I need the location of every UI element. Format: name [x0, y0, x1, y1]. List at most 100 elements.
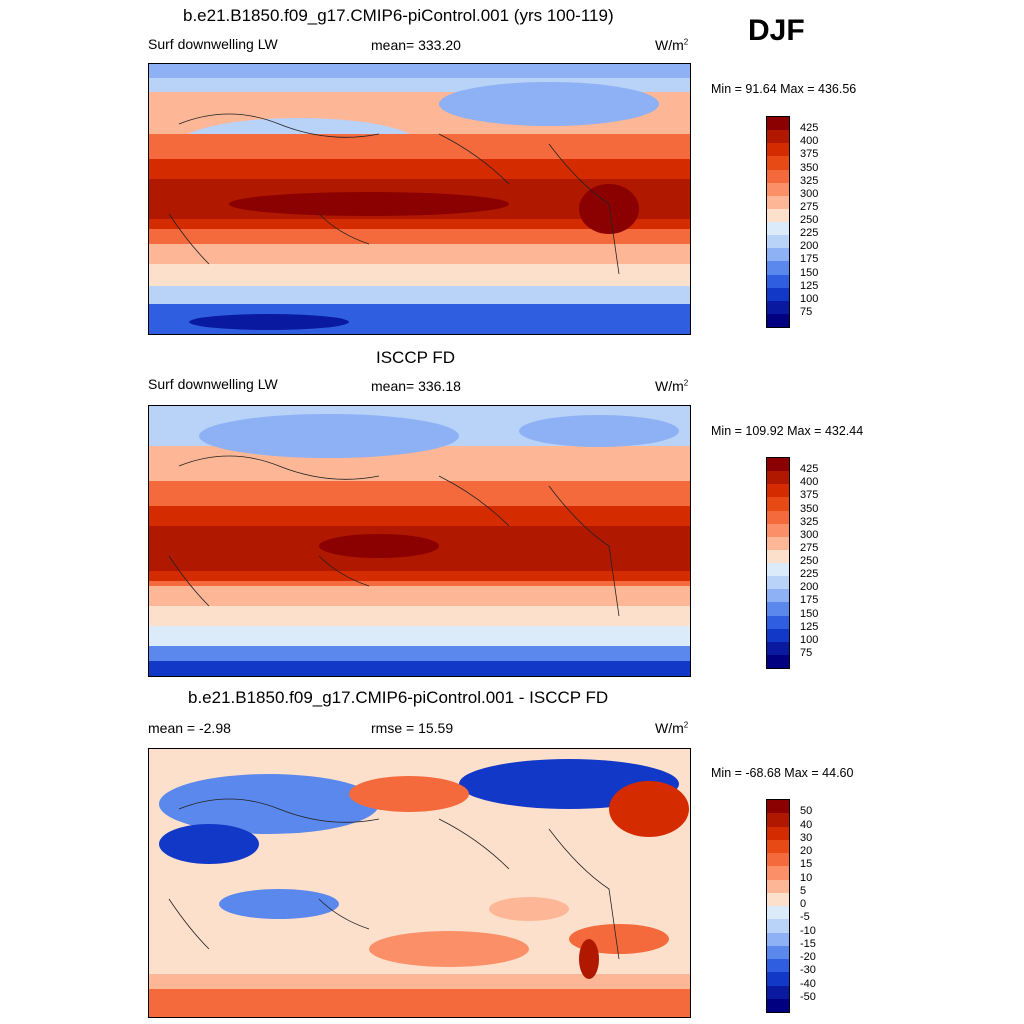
colorbar-tick-label: 5	[800, 884, 807, 897]
panel-3-map-field	[149, 749, 690, 1017]
colorbar-tick-label: 75	[800, 646, 813, 659]
colorbar-swatch	[767, 510, 789, 524]
colorbar-swatch	[767, 985, 789, 999]
colorbar-swatch	[767, 208, 789, 222]
colorbar-tick-label: -10	[800, 924, 816, 937]
colorbar-swatch	[767, 169, 789, 183]
colorbar-tick-label: 200	[800, 240, 819, 253]
colorbar-swatch	[767, 972, 789, 986]
colorbar-swatch	[767, 919, 789, 933]
panel-2-title: ISCCP FD	[376, 348, 456, 367]
colorbar-swatch	[767, 549, 789, 563]
colorbar-tick-label: 15	[800, 858, 813, 871]
colorbar-tick-label: 350	[800, 161, 819, 174]
colorbar-swatch	[767, 182, 789, 196]
colorbar-swatch	[767, 287, 789, 301]
panel-1-units: W/m2	[655, 37, 689, 53]
colorbar-swatch	[767, 222, 789, 236]
colorbar-tick-label: 50	[800, 805, 813, 818]
colorbar-tick-label: 300	[800, 528, 819, 541]
colorbar-swatch	[767, 641, 789, 655]
colorbar-swatch	[767, 235, 789, 249]
colorbar-tick-label: 100	[800, 633, 819, 646]
colorbar-tick-label: 10	[800, 871, 813, 884]
panel-2-units: W/m2	[655, 378, 689, 394]
colorbar-swatch	[767, 536, 789, 550]
panel-2-map	[148, 405, 691, 677]
colorbar-tick-label: -50	[800, 990, 816, 1003]
colorbar-swatch	[767, 932, 789, 946]
colorbar-tick-label: 275	[800, 200, 819, 213]
colorbar-swatch	[767, 800, 789, 814]
colorbar-swatch	[767, 945, 789, 959]
colorbar-tick-label: 250	[800, 555, 819, 567]
colorbar-tick-label: 175	[800, 594, 819, 607]
colorbar-tick-label: 350	[800, 502, 819, 515]
colorbar-swatch	[767, 589, 789, 603]
colorbar-swatch	[767, 497, 789, 511]
colorbar-swatch	[767, 458, 789, 472]
colorbar-tick-label: 325	[800, 174, 819, 187]
colorbar-tick-label: 150	[800, 266, 819, 279]
colorbar-swatch	[767, 156, 789, 170]
colorbar-tick-label: 20	[800, 845, 813, 857]
panel-3-units: W/m2	[655, 720, 689, 736]
panel-3-map	[148, 748, 691, 1018]
colorbar-tick-label: 100	[800, 292, 819, 305]
panel-1-colorbar	[766, 116, 790, 328]
colorbar-tick-label: 125	[800, 279, 819, 292]
colorbar-swatch	[767, 839, 789, 853]
colorbar-swatch	[767, 248, 789, 262]
colorbar-swatch	[767, 195, 789, 209]
panel-2-mean: mean= 336.18	[371, 378, 461, 394]
panel-3-title: b.e21.B1850.f09_g17.CMIP6-piControl.001 …	[188, 688, 609, 707]
colorbar-tick-label: 425	[800, 463, 819, 476]
colorbar-tick-label: 0	[800, 898, 807, 910]
panel-3-minmax: Min = -68.68 Max = 44.60	[711, 766, 854, 780]
colorbar-swatch	[767, 906, 789, 920]
colorbar-tick-label: -40	[800, 977, 816, 990]
colorbar-swatch	[767, 879, 789, 893]
colorbar-tick-label: -5	[800, 911, 810, 924]
colorbar-tick-label: 400	[800, 135, 819, 148]
colorbar-tick-label: 325	[800, 515, 819, 528]
season-label: DJF	[748, 14, 805, 47]
colorbar-swatch	[767, 615, 789, 629]
panel-1-variable: Surf downwelling LW	[148, 36, 278, 52]
colorbar-swatch	[767, 866, 789, 880]
panel-2-map-field	[149, 406, 690, 676]
colorbar-swatch	[767, 471, 789, 485]
panel-1-map-field	[149, 64, 690, 334]
colorbar-tick-label: 250	[800, 214, 819, 226]
colorbar-swatch	[767, 628, 789, 642]
panel-3-colorbar	[766, 799, 790, 1013]
colorbar-tick-label: 375	[800, 148, 819, 161]
colorbar-tick-label: 400	[800, 476, 819, 489]
colorbar-swatch	[767, 484, 789, 498]
colorbar-swatch	[767, 300, 789, 314]
colorbar-tick-label: -15	[800, 937, 816, 950]
panel-1-title: b.e21.B1850.f09_g17.CMIP6-piControl.001 …	[183, 6, 614, 25]
panel-1-map	[148, 63, 691, 335]
colorbar-tick-label: 175	[800, 253, 819, 266]
colorbar-swatch	[767, 813, 789, 827]
colorbar-tick-label: 150	[800, 607, 819, 620]
colorbar-tick-label: 30	[800, 831, 813, 844]
panel-1-mean: mean= 333.20	[371, 37, 461, 53]
colorbar-swatch	[767, 853, 789, 867]
colorbar-swatch	[767, 313, 789, 327]
panel-3-rmse: rmse = 15.59	[371, 720, 454, 736]
panel-2-minmax: Min = 109.92 Max = 432.44	[711, 424, 864, 438]
colorbar-swatch	[767, 523, 789, 537]
colorbar-tick-label: 225	[800, 227, 819, 240]
panel-2-colorbar	[766, 457, 790, 669]
colorbar-swatch	[767, 274, 789, 288]
colorbar-swatch	[767, 130, 789, 144]
colorbar-tick-label: -30	[800, 964, 816, 977]
panel-1-minmax: Min = 91.64 Max = 436.56	[711, 82, 857, 96]
colorbar-swatch	[767, 563, 789, 577]
colorbar-swatch	[767, 261, 789, 275]
colorbar-tick-label: 40	[800, 818, 813, 831]
panel-3-mean: mean = -2.98	[148, 720, 231, 736]
colorbar-tick-label: 125	[800, 620, 819, 633]
